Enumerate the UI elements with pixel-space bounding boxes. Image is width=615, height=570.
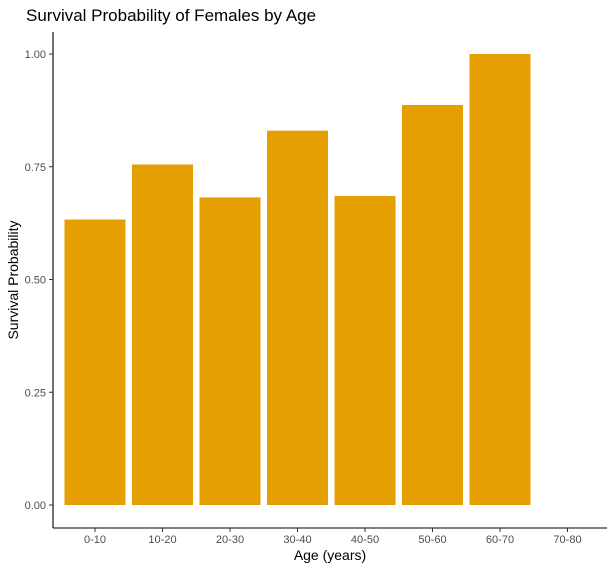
chart-title: Survival Probability of Females by Age (26, 6, 316, 25)
x-tick-label: 30-40 (283, 534, 311, 546)
y-tick-label: 0.75 (25, 162, 46, 174)
x-ticks-group: 0-10 10-20 20-30 30-40 40-50 50-60 60-70 70-80 (84, 528, 582, 546)
x-tick-label: 40-50 (351, 534, 379, 546)
bar-20-30 (199, 197, 261, 505)
x-tick-label: 10-20 (148, 534, 176, 546)
x-axis-title: Age (years) (294, 547, 366, 563)
bar-10-20 (132, 164, 193, 505)
x-tick-label: 70-80 (553, 534, 581, 546)
x-tick-label: 60-70 (486, 534, 514, 546)
bar-30-40 (267, 130, 328, 506)
x-tick-label: 50-60 (418, 534, 446, 546)
bar-60-70 (469, 54, 531, 505)
bar-50-60 (402, 104, 463, 505)
y-axis-title: Survival Probability (5, 220, 21, 339)
x-tick-label: 0-10 (84, 534, 106, 546)
y-tick-label: 0.00 (25, 500, 46, 512)
bar-40-50 (334, 196, 396, 505)
y-tick-label: 0.25 (25, 387, 46, 399)
bars-group (64, 54, 531, 506)
bar-0-10 (64, 219, 126, 505)
x-tick-label: 20-30 (216, 534, 244, 546)
y-ticks-group: 0.00 0.25 0.50 0.75 1.00 (25, 49, 53, 512)
y-tick-label: 1.00 (25, 49, 46, 61)
y-tick-label: 0.50 (25, 275, 46, 287)
